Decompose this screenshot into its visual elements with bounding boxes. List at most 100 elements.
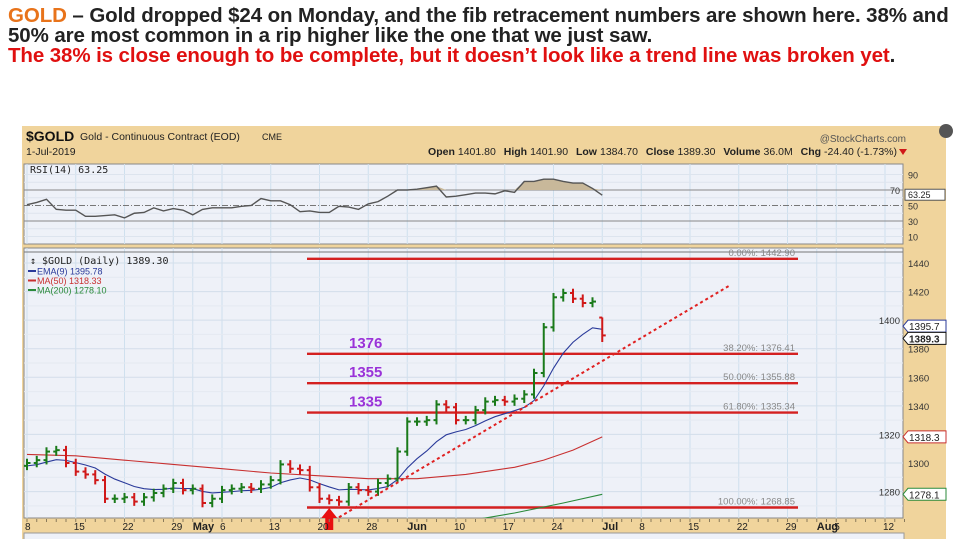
rsi-tick-label: 50: [908, 202, 918, 212]
fib-annotation: 1335: [349, 394, 382, 411]
ohlc-bar: [511, 394, 518, 406]
chg-value: -24.40 (-1.73%): [824, 146, 897, 158]
post-line-1: – Gold dropped $24 on Monday, and the fi…: [8, 4, 949, 47]
ohlc-bar: [209, 494, 216, 508]
ohlc-bar: [277, 460, 284, 485]
ohlc-bar: [189, 484, 197, 495]
ohlc-bar: [63, 445, 70, 468]
rsi-legend: RSI(14) 63.25: [30, 165, 108, 176]
ohlc-bar: [24, 458, 31, 471]
fib-label: 61.80%: 1335.34: [723, 402, 795, 413]
x-tick-label: May: [193, 521, 215, 533]
x-tick-label: 22: [123, 522, 135, 533]
copyright: @StockCharts.com: [820, 134, 906, 145]
ohlc-bar: [199, 484, 206, 508]
value-tag-box: [902, 430, 947, 444]
x-tick-label: 13: [269, 522, 281, 533]
fib-label: 0.00%: 1442.90: [728, 248, 795, 259]
ohlc-bar: [589, 297, 596, 308]
ohlc-bar: [43, 447, 50, 465]
post-text: GOLD – Gold dropped $24 on Monday, and t…: [8, 4, 973, 67]
volume-value: 36.0M: [764, 146, 793, 158]
legend-entry: MA(50) 1318.33: [37, 276, 102, 286]
quote-line: Open 1401.80 High 1401.90 Low 1384.70 Close…: [428, 146, 897, 158]
ohlc-bar: [326, 494, 333, 505]
price-tick-label: 1320: [879, 430, 900, 441]
ohlc-bar: [599, 316, 606, 343]
fib-annotation: 1355: [349, 364, 382, 381]
ohlc-bar: [345, 483, 353, 506]
ma-line: [26, 436, 603, 480]
ohlc-bar: [33, 455, 41, 468]
price-panel: 1440142014001380136013401320130012800.00…: [23, 247, 947, 530]
ohlc-bar: [579, 294, 587, 308]
fib-label: 100.00%: 1268.85: [718, 497, 795, 508]
ohlc-bar: [540, 323, 548, 378]
ohlc-bar: [384, 474, 392, 488]
ema-line: [26, 327, 603, 494]
price-tick-label: 1380: [908, 345, 929, 356]
exchange: CME: [262, 132, 282, 142]
ohlc-bar: [453, 403, 460, 425]
x-tick-label: Jun: [407, 521, 427, 533]
value-tag-box: [902, 331, 947, 345]
ohlc-bar: [267, 475, 275, 489]
x-tick-label: 22: [737, 522, 749, 533]
rsi-tick-label: 70: [890, 186, 900, 196]
high-value: 1401.90: [530, 146, 568, 158]
ohlc-bar: [160, 484, 167, 498]
open-value: 1401.80: [458, 146, 496, 158]
fib-label: 38.20%: 1376.41: [723, 343, 795, 354]
ohlc-bar: [570, 288, 577, 304]
price-marks: 0.00%: 1442.90 38.20%: 1376.41 1376 50.00%:…: [24, 248, 798, 518]
ohlc-bar: [316, 483, 323, 504]
x-tick-label: 10: [454, 522, 466, 533]
ohlc-bar: [297, 464, 304, 475]
x-tick-label: 20: [318, 522, 330, 533]
corner-dot: [939, 124, 953, 138]
ohlc-bar: [521, 390, 528, 404]
close-label: Close: [646, 146, 675, 158]
triangle-down-icon: [899, 149, 907, 155]
ohlc-bar: [433, 400, 440, 425]
ohlc-bar: [248, 483, 255, 494]
price-legend: ↕ $GOLD (Daily) 1389.30: [30, 256, 168, 267]
ohlc-bar: [531, 368, 538, 399]
ohlc-bar: [131, 493, 138, 506]
x-tick-label: 12: [883, 522, 895, 533]
x-tick-label: 29: [786, 522, 798, 533]
ohlc-bar: [170, 478, 177, 494]
x-tick-label: 6: [220, 522, 226, 533]
x-tick-label: 17: [503, 522, 515, 533]
close-value: 1389.30: [677, 146, 715, 158]
low-label: Low: [576, 146, 598, 158]
x-tick-label: 28: [366, 522, 378, 533]
ohlc-bar: [238, 483, 245, 494]
instrument-name: Gold - Continuous Contract (EOD): [80, 131, 240, 143]
price-tick-label: 1360: [908, 373, 929, 384]
rsi-tick-label: 90: [908, 171, 918, 181]
ohlc-bar: [102, 475, 109, 504]
value-tag-box: [902, 487, 947, 501]
ohlc-bar: [462, 415, 470, 425]
value-tag: 1389.3: [909, 334, 940, 345]
x-tick-label: 8: [25, 522, 31, 533]
value-tag: 1318.3: [909, 433, 940, 444]
ohlc-bar: [482, 397, 489, 415]
ohlc-bar: [355, 483, 362, 495]
ohlc-bar: [423, 415, 431, 426]
x-tick-label: 15: [688, 522, 700, 533]
price-tick-label: 1440: [908, 259, 929, 270]
post-highlight: The 38% is close enough to be complete, …: [8, 44, 890, 67]
rsi-plot-area: [23, 163, 904, 245]
x-tick-label: 15: [74, 522, 86, 533]
x-tick-label: Jul: [602, 521, 618, 533]
ohlc-bar: [180, 478, 187, 495]
ohlc-bar: [219, 485, 226, 504]
x-tick-label: 29: [171, 522, 183, 533]
ohlc-bar: [365, 485, 372, 496]
ohlc-bar: [150, 488, 158, 502]
ohlc-bar: [82, 467, 89, 479]
volume-label: Volume: [723, 146, 760, 158]
